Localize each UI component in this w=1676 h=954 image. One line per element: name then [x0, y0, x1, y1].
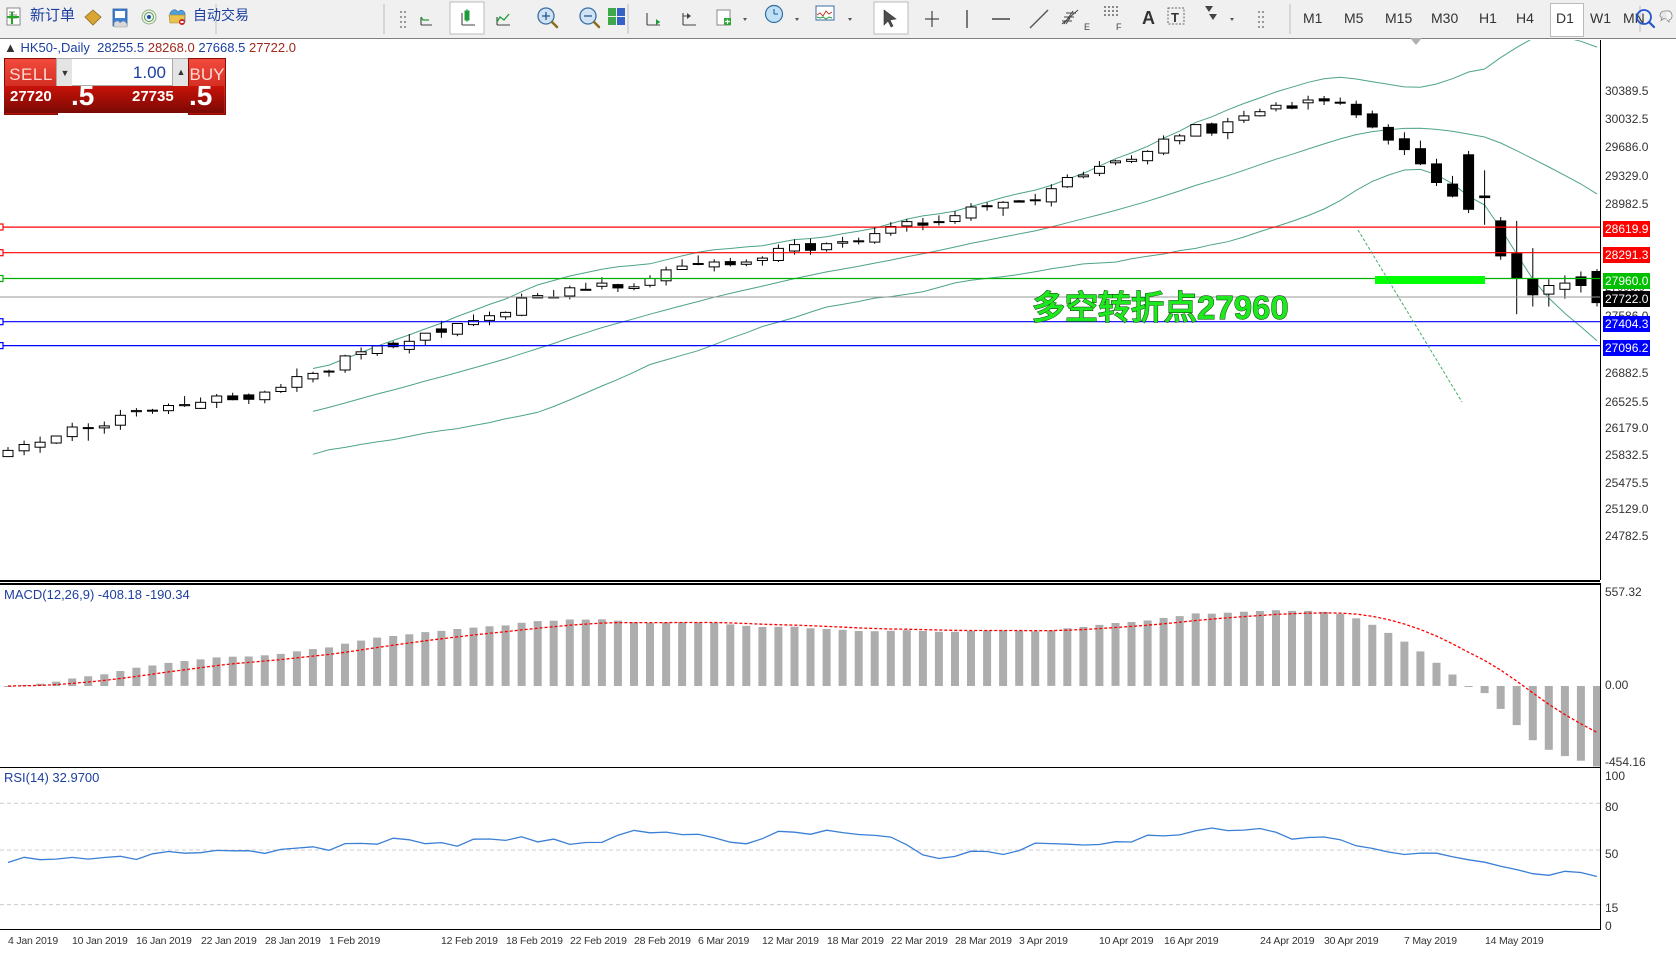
svg-text:多空转折点27960: 多空转折点27960	[1032, 289, 1289, 326]
